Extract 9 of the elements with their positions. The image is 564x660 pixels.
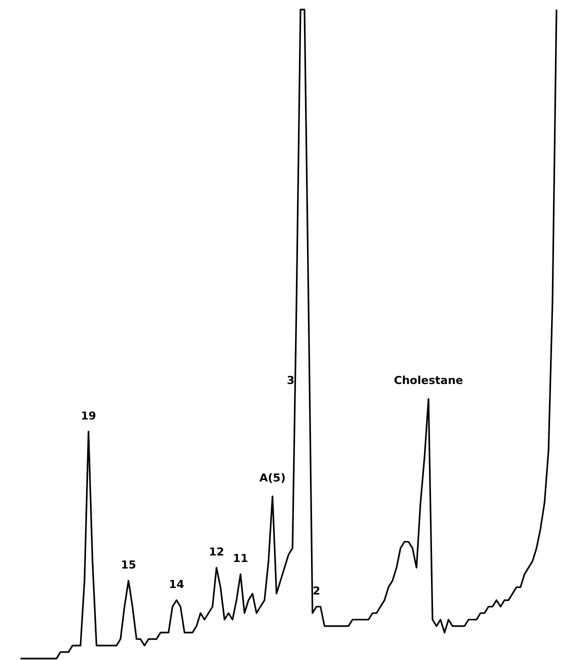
annotation: 14 <box>168 578 184 592</box>
annotation: 15 <box>120 558 136 572</box>
annotation: A(5) <box>259 471 286 484</box>
annotation: 19 <box>80 409 96 422</box>
annotation: 2 <box>312 584 320 598</box>
annotation: 12 <box>208 546 224 559</box>
annotation: 11 <box>232 552 248 566</box>
annotation: 3 <box>286 374 294 387</box>
annotation: Cholestane <box>394 374 464 387</box>
